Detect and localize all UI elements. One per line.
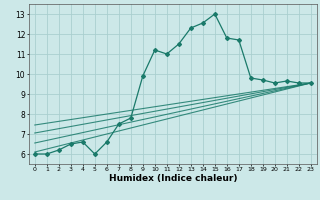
X-axis label: Humidex (Indice chaleur): Humidex (Indice chaleur): [108, 174, 237, 183]
